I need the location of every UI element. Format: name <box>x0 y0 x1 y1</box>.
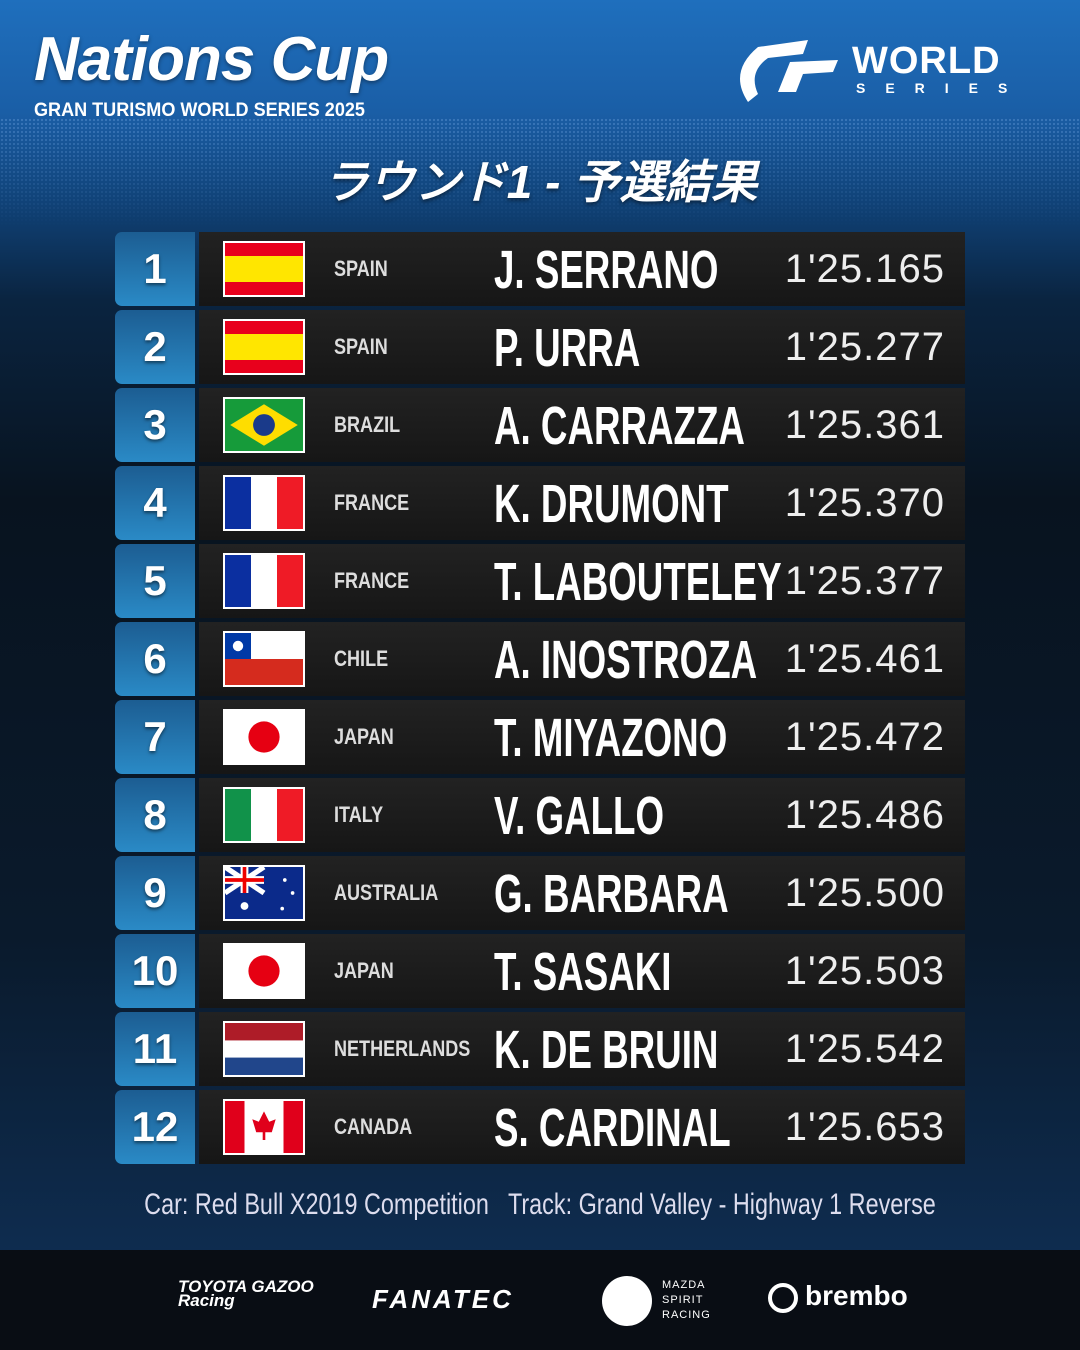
row-bar: JAPAN T. SASAKI 1'25.503 <box>199 934 965 1008</box>
driver-name: S. CARDINAL <box>494 1098 731 1158</box>
gt-world-series-logo: WORLD SERIES <box>728 32 1048 107</box>
driver-name: P. URRA <box>494 318 641 378</box>
brembo-logo: brembo <box>805 1280 908 1311</box>
event-info: Car: Red Bull X2019 Competition Track: G… <box>144 1188 936 1221</box>
country-label: JAPAN <box>334 724 394 749</box>
logo-world-text: WORLD <box>852 40 1001 82</box>
position-badge: 10 <box>115 934 195 1008</box>
mazda-spirit-logo-mark <box>602 1276 652 1326</box>
round-heading: ラウンド1 - 予選結果 <box>322 156 758 208</box>
flag-fr-icon <box>223 553 305 609</box>
dot-pattern <box>0 118 1080 228</box>
position-badge: 9 <box>115 856 195 930</box>
lap-time: 1'25.503 <box>784 949 945 993</box>
flag-jp-icon <box>223 709 305 765</box>
driver-name: T. SASAKI <box>494 942 672 1002</box>
row-bar: ITALY V. GALLO 1'25.486 <box>199 778 965 852</box>
position-badge: 5 <box>115 544 195 618</box>
country-label: CHILE <box>334 646 389 671</box>
lap-time: 1'25.361 <box>784 403 945 447</box>
lap-time: 1'25.500 <box>784 871 945 915</box>
flag-nl-icon <box>223 1021 305 1077</box>
row-bar: FRANCE K. DRUMONT 1'25.370 <box>199 466 965 540</box>
flag-cl-icon <box>223 631 305 687</box>
country-label: FRANCE <box>334 568 410 593</box>
country-label: SPAIN <box>334 256 388 281</box>
result-row: 10 JAPAN T. SASAKI 1'25.503 <box>115 934 965 1008</box>
country-label: ITALY <box>334 802 384 827</box>
position-badge: 2 <box>115 310 195 384</box>
result-row: 3 BRAZIL A. CARRAZZA 1'25.361 <box>115 388 965 462</box>
row-bar: SPAIN J. SERRANO 1'25.165 <box>199 232 965 306</box>
position-badge: 11 <box>115 1012 195 1086</box>
flag-es-icon <box>223 319 305 375</box>
lap-time: 1'25.472 <box>784 715 945 759</box>
result-row: 9 AUSTRALIA G. BARBARA 1'25.500 <box>115 856 965 930</box>
result-row: 1 SPAIN J. SERRANO 1'25.165 <box>115 232 965 306</box>
toyota-gazoo-racing-logo: TOYOTA GAZOO Racing <box>178 1277 314 1310</box>
country-label: NETHERLANDS <box>334 1036 471 1061</box>
flag-br-icon <box>223 397 305 453</box>
row-bar: BRAZIL A. CARRAZZA 1'25.361 <box>199 388 965 462</box>
result-row: 12 CANADA S. CARDINAL 1'25.653 <box>115 1090 965 1164</box>
page-subtitle: GRAN TURISMO WORLD SERIES 2025 <box>34 100 365 121</box>
lap-time: 1'25.377 <box>784 559 945 603</box>
driver-name: T. MIYAZONO <box>494 708 728 768</box>
driver-name: V. GALLO <box>494 786 665 846</box>
brembo-icon <box>768 1283 798 1313</box>
flag-jp-icon <box>223 943 305 999</box>
country-label: CANADA <box>334 1114 413 1139</box>
lap-time: 1'25.542 <box>784 1027 945 1071</box>
fanatec-logo: FANATEC <box>372 1284 514 1314</box>
position-badge: 8 <box>115 778 195 852</box>
position-badge: 12 <box>115 1090 195 1164</box>
logo-series-text: SERIES <box>856 80 1028 96</box>
result-row: 6 CHILE A. INOSTROZA 1'25.461 <box>115 622 965 696</box>
lap-time: 1'25.653 <box>784 1105 945 1149</box>
lap-time: 1'25.370 <box>784 481 945 525</box>
country-label: AUSTRALIA <box>334 880 439 905</box>
mazda-spirit-racing-logo: MAZDA SPIRIT RACING <box>662 1279 711 1321</box>
result-row: 7 JAPAN T. MIYAZONO 1'25.472 <box>115 700 965 774</box>
result-row: 5 FRANCE T. LABOUTELEY 1'25.377 <box>115 544 965 618</box>
driver-name: A. INOSTROZA <box>494 630 758 690</box>
lap-time: 1'25.165 <box>784 247 945 291</box>
driver-name: J. SERRANO <box>494 240 719 300</box>
lap-time: 1'25.277 <box>784 325 945 369</box>
driver-name: G. BARBARA <box>494 864 729 924</box>
row-bar: JAPAN T. MIYAZONO 1'25.472 <box>199 700 965 774</box>
country-label: JAPAN <box>334 958 394 983</box>
driver-name: A. CARRAZZA <box>494 396 745 456</box>
page-title: Nations Cup <box>34 25 389 94</box>
lap-time: 1'25.461 <box>784 637 945 681</box>
driver-name: T. LABOUTELEY <box>494 552 782 612</box>
row-bar: NETHERLANDS K. DE BRUIN 1'25.542 <box>199 1012 965 1086</box>
driver-name: K. DRUMONT <box>494 474 729 534</box>
result-row: 8 ITALY V. GALLO 1'25.486 <box>115 778 965 852</box>
position-badge: 7 <box>115 700 195 774</box>
result-row: 11 NETHERLANDS K. DE BRUIN 1'25.542 <box>115 1012 965 1086</box>
country-label: SPAIN <box>334 334 388 359</box>
lap-time: 1'25.486 <box>784 793 945 837</box>
flag-fr-icon <box>223 475 305 531</box>
sponsor-footer: TOYOTA GAZOO Racing FANATEC MAZDA SPIRIT… <box>0 1250 1080 1350</box>
position-badge: 4 <box>115 466 195 540</box>
flag-au-icon <box>223 865 305 921</box>
row-bar: CHILE A. INOSTROZA 1'25.461 <box>199 622 965 696</box>
country-label: FRANCE <box>334 490 410 515</box>
flag-ca-icon <box>223 1099 305 1155</box>
result-row: 2 SPAIN P. URRA 1'25.277 <box>115 310 965 384</box>
flag-es-icon <box>223 241 305 297</box>
position-badge: 6 <box>115 622 195 696</box>
row-bar: AUSTRALIA G. BARBARA 1'25.500 <box>199 856 965 930</box>
row-bar: SPAIN P. URRA 1'25.277 <box>199 310 965 384</box>
row-bar: FRANCE T. LABOUTELEY 1'25.377 <box>199 544 965 618</box>
flag-it-icon <box>223 787 305 843</box>
country-label: BRAZIL <box>334 412 401 437</box>
result-row: 4 FRANCE K. DRUMONT 1'25.370 <box>115 466 965 540</box>
driver-name: K. DE BRUIN <box>494 1020 719 1080</box>
row-bar: CANADA S. CARDINAL 1'25.653 <box>199 1090 965 1164</box>
position-badge: 3 <box>115 388 195 462</box>
position-badge: 1 <box>115 232 195 306</box>
